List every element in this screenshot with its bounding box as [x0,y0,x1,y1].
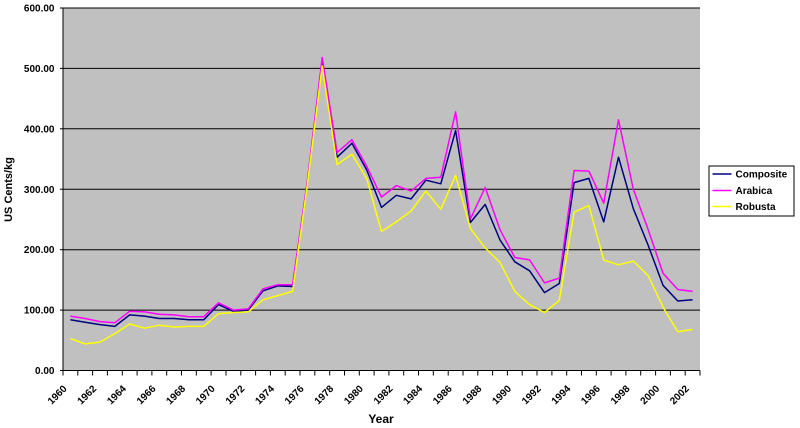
svg-text:2000: 2000 [639,383,663,407]
svg-text:1978: 1978 [313,383,337,407]
svg-text:Arabica: Arabica [736,186,773,197]
svg-text:1984: 1984 [402,383,426,407]
svg-text:1982: 1982 [372,383,396,407]
svg-text:1970: 1970 [194,383,218,407]
svg-text:0.00: 0.00 [35,366,55,377]
svg-text:1994: 1994 [550,383,574,407]
svg-text:1972: 1972 [224,383,248,407]
svg-text:1996: 1996 [579,383,603,407]
svg-text:200.00: 200.00 [24,245,55,256]
svg-text:1990: 1990 [490,383,514,407]
svg-text:100.00: 100.00 [24,306,55,317]
svg-text:Composite: Composite [736,170,788,181]
svg-text:1968: 1968 [165,383,189,407]
svg-text:500.00: 500.00 [24,64,55,75]
svg-text:600.00: 600.00 [24,4,55,15]
svg-text:1960: 1960 [46,383,70,407]
svg-text:1980: 1980 [342,383,366,407]
svg-text:US Cents/kg: US Cents/kg [3,157,15,222]
svg-text:1988: 1988 [461,383,485,407]
svg-text:1966: 1966 [135,383,159,407]
svg-text:300.00: 300.00 [24,185,55,196]
svg-text:1974: 1974 [253,383,277,407]
svg-text:1976: 1976 [283,383,307,407]
svg-text:2002: 2002 [668,383,692,407]
svg-text:Robusta: Robusta [736,202,776,213]
svg-text:1998: 1998 [609,383,633,407]
svg-text:1986: 1986 [431,383,455,407]
svg-text:1992: 1992 [520,383,544,407]
svg-text:400.00: 400.00 [24,124,55,135]
svg-text:1964: 1964 [105,383,129,407]
svg-text:Year: Year [368,412,394,426]
svg-text:1962: 1962 [76,383,100,407]
